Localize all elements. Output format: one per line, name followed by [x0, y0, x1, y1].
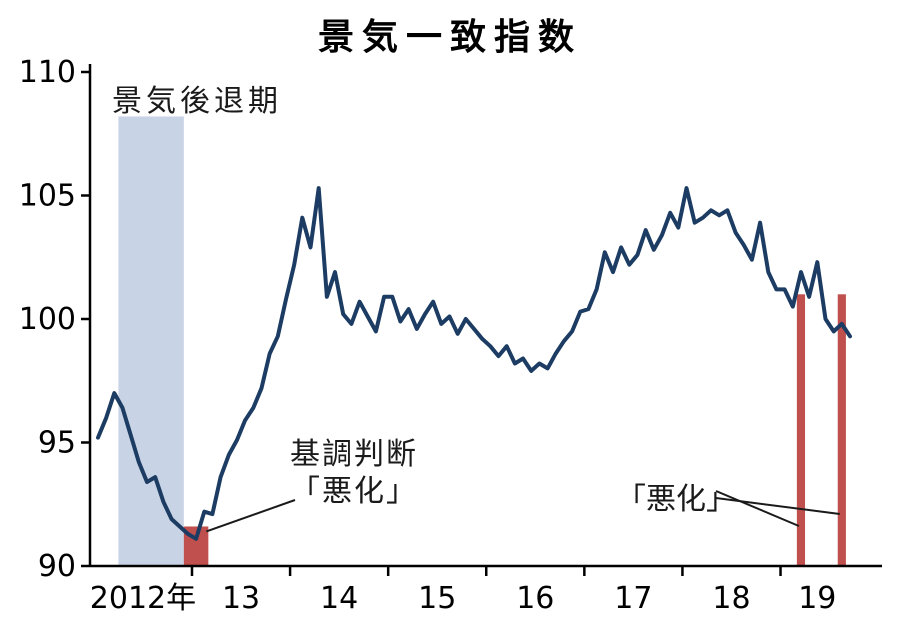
- x-tick-label: 18: [712, 581, 750, 616]
- y-tick-label: 95: [38, 426, 76, 461]
- recession-band: [118, 116, 184, 567]
- tick-layer: 90 95 100 105 110 2012年 13 14 15 16 17 18 19: [19, 55, 837, 616]
- x-tick-label: 13: [222, 581, 260, 616]
- y-tick-label: 100: [19, 302, 76, 337]
- worsening-2019-label: 「悪化」: [616, 482, 736, 517]
- judgment-label-line1: 基調判断: [290, 437, 418, 472]
- worsening-band: [796, 294, 806, 566]
- series-layer: [96, 186, 852, 541]
- x-tick-label: 2012年: [90, 581, 196, 616]
- x-tick-label: 15: [418, 581, 456, 616]
- axes: [88, 64, 882, 568]
- x-tick-label: 16: [516, 581, 554, 616]
- judgment-worsening-label: 基調判断 「悪化」: [290, 436, 418, 510]
- y-tick-label: 110: [19, 55, 76, 90]
- worsening-band: [837, 294, 846, 566]
- x-tick-label: 17: [614, 581, 652, 616]
- recession-period-label: 景気後退期: [112, 84, 282, 119]
- leader-lines: [206, 490, 840, 533]
- chart-title: 景気一致指数: [317, 17, 582, 58]
- x-tick-label: 14: [320, 581, 358, 616]
- leader-worsening-2019b: [715, 497, 840, 515]
- leader-worsening-2019a: [715, 490, 800, 527]
- x-tick-label: 19: [798, 581, 836, 616]
- series-line: [96, 186, 852, 541]
- judgment-label-line2: 「悪化」: [290, 474, 418, 509]
- leader-judgment-2013: [206, 499, 296, 533]
- y-tick-label: 105: [19, 179, 76, 214]
- band-layer: [118, 116, 846, 567]
- y-tick-label: 90: [38, 549, 76, 584]
